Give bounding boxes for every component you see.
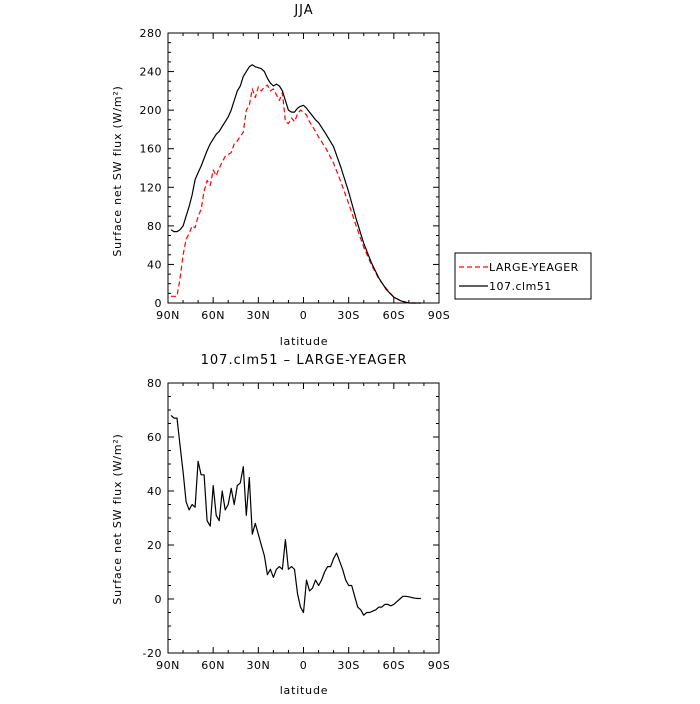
bottom-title: 107.clm51 – LARGE-YEAGER xyxy=(201,353,408,368)
bottom-series-line-difference xyxy=(170,414,421,616)
legend: LARGE-YEAGER 107.clm51 xyxy=(454,252,592,300)
top-xtick-label: 90N xyxy=(156,309,180,322)
bottom-xtick-label: 0 xyxy=(300,659,308,672)
top-ytick-label: 200 xyxy=(140,104,163,117)
top-series-line-107-clm51 xyxy=(170,64,421,304)
top-xtick-label: 30N xyxy=(246,309,270,322)
bottom-ytick-label: -20 xyxy=(143,647,162,660)
bottom-xtick-label: 60S xyxy=(383,659,405,672)
top-xtick-label: 0 xyxy=(300,309,308,322)
bottom-ytick-label: 60 xyxy=(147,431,162,444)
top-ytick-label: 80 xyxy=(147,220,162,233)
top-series-line-large-yeager xyxy=(171,84,421,304)
top-plot-frame xyxy=(167,32,440,304)
top-xlabel: latitude xyxy=(280,335,329,348)
top-panel: JJA Surface net SW flux (W/m²) latitude … xyxy=(111,3,450,348)
top-ytick-label: 160 xyxy=(140,143,163,156)
legend-box xyxy=(454,252,592,300)
top-xtick-label: 30S xyxy=(337,309,359,322)
legend-label-107-clm51: 107.clm51 xyxy=(489,280,552,293)
top-ytick-label: 40 xyxy=(147,258,162,271)
top-ylabel: Surface net SW flux (W/m²) xyxy=(111,85,124,256)
top-ytick-label: 240 xyxy=(140,66,163,79)
bottom-ytick-label: 40 xyxy=(147,485,162,498)
bottom-xtick-label: 60N xyxy=(201,659,225,672)
top-xtick-label: 90S xyxy=(428,309,450,322)
bottom-ytick-label: 0 xyxy=(155,593,163,606)
top-xtick-label: 60N xyxy=(201,309,225,322)
legend-label-large-yeager: LARGE-YEAGER xyxy=(489,261,579,274)
bottom-xtick-label: 90N xyxy=(156,659,180,672)
top-title: JJA xyxy=(293,3,313,18)
bottom-xtick-label: 90S xyxy=(428,659,450,672)
top-ytick-label: 280 xyxy=(140,27,163,40)
bottom-xtick-label: 30N xyxy=(246,659,270,672)
top-xtick-label: 60S xyxy=(383,309,405,322)
bottom-xlabel: latitude xyxy=(280,684,329,697)
bottom-xtick-label: 30S xyxy=(337,659,359,672)
bottom-ytick-label: 80 xyxy=(147,377,162,390)
bottom-ylabel: Surface net SW flux (W/m²) xyxy=(111,433,124,604)
bottom-panel: 107.clm51 – LARGE-YEAGER Surface net SW … xyxy=(111,353,450,697)
top-ytick-label: 0 xyxy=(155,297,163,310)
top-ytick-label: 120 xyxy=(140,181,163,194)
bottom-ytick-label: 20 xyxy=(147,539,162,552)
